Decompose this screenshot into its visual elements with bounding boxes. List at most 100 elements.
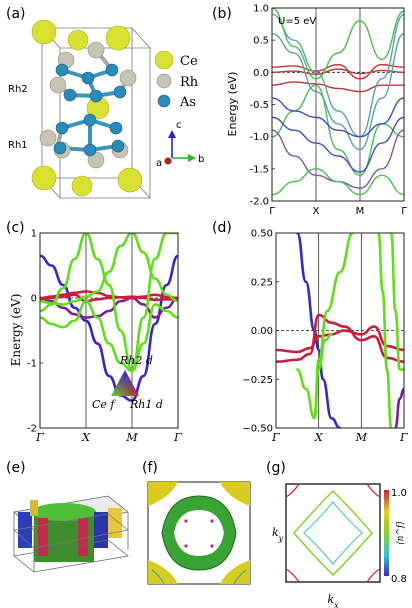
panel-f: (f)	[142, 460, 251, 585]
x-tick-label: M	[355, 431, 368, 444]
x-tick-label: M	[356, 206, 365, 217]
y-tick-label: 0.00	[251, 326, 273, 337]
panel-c-label: (c)	[6, 220, 25, 236]
panel-c: (c) Energy (eV) 1 0 -1 -2 Γ X M Γ Rh2 d Ce f R…	[6, 220, 182, 444]
fermi-contours	[285, 483, 381, 583]
panel-a-label: (a)	[6, 6, 26, 22]
panel-a: (a)	[6, 6, 204, 199]
fermi-surface-2d	[147, 481, 251, 585]
panel-b-annotation: U=5 eV	[278, 16, 316, 27]
colorbar-max: 1.0	[391, 488, 407, 499]
band-line-0	[272, 68, 404, 75]
legend-ce-swatch	[154, 50, 174, 70]
band-line-4	[40, 299, 178, 373]
y-tick-label: -0.5	[249, 100, 269, 111]
y-tick-label: -1.5	[249, 164, 269, 175]
panel-g-ylabel: ky	[272, 526, 284, 543]
band-line-3	[272, 33, 404, 151]
x-tick-label: Γ	[269, 206, 275, 217]
band-line-0	[296, 233, 342, 428]
colorbar	[384, 490, 389, 576]
band-line-8	[272, 97, 404, 138]
colorbar-min: 0.8	[391, 574, 407, 585]
band-line-6	[40, 233, 178, 306]
panel-c-plot	[40, 233, 178, 428]
panel-e: (e)	[6, 460, 129, 573]
panel-c-ylabel: Energy (eV)	[9, 294, 23, 367]
y-tick-label: 0	[31, 294, 37, 305]
band-line-6	[272, 8, 404, 80]
triangle-label-left: Ce f	[92, 398, 116, 411]
x-tick-label: X	[314, 431, 324, 444]
band-line-2	[272, 81, 404, 93]
panel-b-label: (b)	[212, 6, 232, 22]
axis-a-label: a	[156, 158, 162, 169]
panel-g-xlabel: kx	[327, 593, 339, 608]
band-line-1	[272, 63, 404, 80]
band-line-4	[313, 233, 355, 420]
triangle-label-top: Rh2 d	[119, 354, 153, 367]
panel-f-label: (f)	[142, 460, 158, 476]
panel-d-label: (d)	[212, 220, 232, 236]
panel-d-plot	[276, 233, 404, 428]
band-line-0	[40, 254, 178, 403]
x-tick-label: X	[81, 431, 91, 444]
colorbar-label: ⟨n^f⟩	[396, 521, 406, 545]
triangle-label-right: Rh1 d	[129, 398, 163, 411]
x-tick-label: Γ	[401, 206, 407, 217]
band-line-3	[296, 333, 333, 420]
y-tick-label: −0.25	[242, 375, 273, 386]
ce-atoms	[31, 19, 143, 197]
panel-d-frame	[275, 232, 405, 429]
band-line-2	[276, 313, 404, 363]
band-line-9	[272, 129, 404, 189]
site-label-rh2: Rh2	[8, 84, 28, 95]
panel-c-frame	[39, 232, 179, 429]
band-line-6	[389, 233, 404, 371]
panel-c-yticks: 1 0 -1 -2	[27, 229, 43, 435]
x-tick-label: Γ	[399, 431, 408, 444]
x-tick-label: Γ	[173, 431, 182, 444]
panel-b-ylabel: Energy (eV)	[226, 72, 239, 137]
band-line-5	[377, 233, 393, 428]
axis-b-label: b	[198, 154, 204, 165]
x-tick-label: X	[313, 206, 320, 217]
legend-as-swatch	[157, 94, 171, 108]
x-tick-label: Γ	[35, 431, 44, 444]
band-line-10	[272, 168, 404, 196]
panel-b: (b) Energy (eV) 1.0 0.5 0.0 -0.5 -1.0 -1.5 -2.…	[212, 4, 407, 218]
legend-as-label: As	[179, 95, 196, 110]
y-tick-label: 0.0	[253, 68, 269, 79]
orbital-color-triangle: Rh2 d Ce f Rh1 d	[92, 354, 163, 411]
panel-d-yticks: 0.50 0.25 0.00 −0.25 −0.50	[242, 229, 279, 435]
y-tick-label: −0.50	[242, 424, 273, 435]
band-line-4	[272, 13, 404, 138]
y-tick-label: -1.0	[249, 132, 269, 143]
y-tick-label: 0.5	[253, 36, 269, 47]
band-line-7	[272, 116, 404, 173]
band-line-1	[276, 325, 404, 354]
y-tick-label: 1	[31, 229, 37, 240]
y-tick-label: 0.25	[251, 277, 273, 288]
fermi-surface-3d	[13, 495, 129, 573]
crystal-axes: c a b	[156, 120, 204, 169]
y-tick-label: -1	[27, 359, 37, 370]
panel-b-frame	[271, 7, 405, 202]
legend-rh-label: Rh	[180, 75, 199, 90]
band-line-1	[40, 296, 178, 319]
y-tick-label: -2.0	[249, 197, 269, 208]
y-tick-label: 0.50	[251, 229, 273, 240]
legend-ce-label: Ce	[180, 54, 198, 69]
x-tick-label: M	[125, 431, 138, 444]
y-tick-label: -2	[27, 424, 37, 435]
panel-e-label: (e)	[6, 460, 26, 476]
band-line-5	[40, 233, 178, 371]
band-line-2	[40, 290, 178, 300]
panel-b-yticks: 1.0 0.5 0.0 -0.5 -1.0 -1.5 -2.0	[249, 4, 275, 208]
panel-b-plot	[272, 8, 404, 201]
as-atoms	[53, 63, 127, 157]
